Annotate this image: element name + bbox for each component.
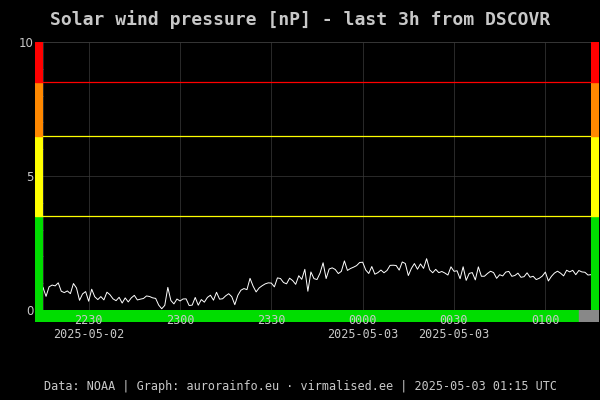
Text: 2025-05-02: 2025-05-02: [53, 328, 124, 341]
Bar: [591, 136, 599, 216]
Text: 0100: 0100: [531, 314, 560, 327]
Bar: [35, 216, 43, 310]
Bar: [591, 42, 599, 82]
Bar: [591, 216, 599, 310]
Bar: [579, 310, 599, 322]
Text: 2025-05-03: 2025-05-03: [418, 328, 490, 341]
Text: Solar wind pressure [nP] - last 3h from DSCOVR: Solar wind pressure [nP] - last 3h from …: [50, 10, 550, 29]
Text: 0030: 0030: [440, 314, 468, 327]
Text: Data: NOAA | Graph: aurorainfo.eu · virmalised.ee | 2025-05-03 01:15 UTC: Data: NOAA | Graph: aurorainfo.eu · virm…: [44, 380, 557, 393]
Bar: [35, 82, 43, 136]
Bar: [35, 136, 43, 216]
Text: 0000: 0000: [349, 314, 377, 327]
Bar: [35, 42, 43, 82]
Bar: [591, 82, 599, 136]
Text: 2330: 2330: [257, 314, 286, 327]
Text: 2025-05-03: 2025-05-03: [327, 328, 398, 341]
Text: 2230: 2230: [74, 314, 103, 327]
Text: 2300: 2300: [166, 314, 194, 327]
